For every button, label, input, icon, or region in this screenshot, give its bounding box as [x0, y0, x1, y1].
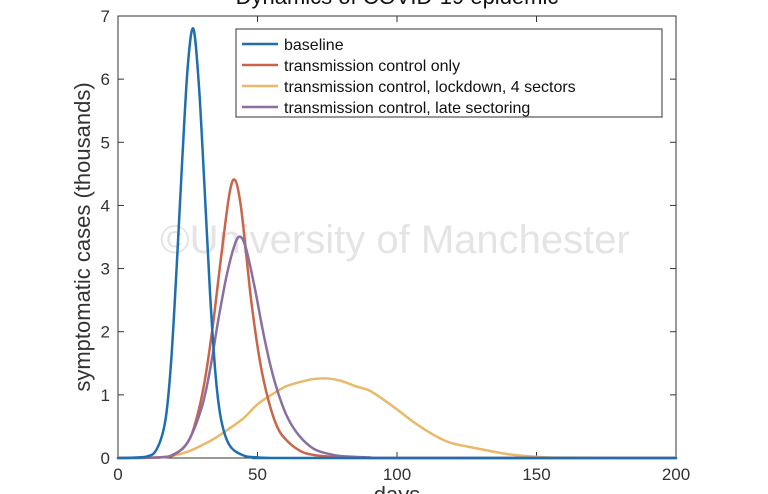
legend: baseline transmission control only transmi… [235, 28, 663, 118]
x-tick-label: 50 [248, 465, 267, 484]
legend-label: baseline [284, 37, 344, 54]
y-tick-label: 7 [101, 7, 110, 26]
legend-label: transmission control, late sectoring [284, 100, 530, 117]
series-line-3 [116, 377, 678, 460]
legend-label: transmission control only [284, 58, 460, 75]
legend-box [235, 28, 663, 118]
y-tick-label: 5 [101, 133, 110, 152]
x-tick-label: 0 [113, 465, 122, 484]
watermark: ©University of Manchester [160, 218, 630, 262]
series-line-1 [116, 27, 678, 460]
y-tick-label: 0 [101, 449, 110, 468]
x-axis-label: days [374, 482, 420, 494]
y-axis-label: symptomatic cases (thousands) [70, 82, 95, 391]
y-tick-label: 2 [101, 323, 110, 342]
x-tick-label: 150 [522, 465, 550, 484]
x-tick-label: 100 [383, 465, 411, 484]
y-tick-label: 4 [101, 196, 110, 215]
chart-title: Dynamics of COVID-19 epidemic [236, 0, 559, 9]
y-tick-label: 3 [101, 260, 110, 279]
series-line-4 [116, 235, 678, 460]
legend-label: transmission control, lockdown, 4 sector… [284, 79, 576, 96]
y-tick-label: 1 [101, 386, 110, 405]
x-tick-label: 200 [662, 465, 690, 484]
y-tick-label: 6 [101, 70, 110, 89]
